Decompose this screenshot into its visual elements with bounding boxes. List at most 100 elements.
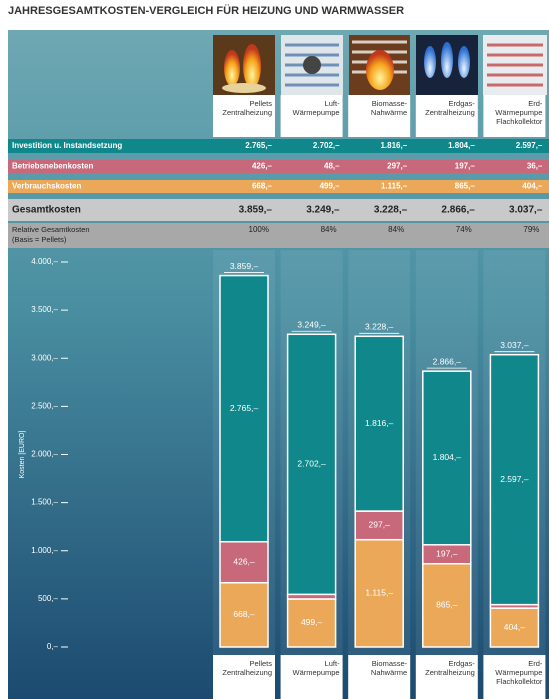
table-cell: 48,– <box>324 162 340 171</box>
y-tick-label: 3.000,– <box>31 353 58 362</box>
table-cell: 2.597,– <box>516 141 543 150</box>
table-cell: 668,– <box>252 182 273 191</box>
column-label: Luft- <box>325 99 341 108</box>
column-label: Flachkollektor <box>496 117 543 126</box>
table-cell: 499,– <box>320 182 341 191</box>
table-cell: 1.804,– <box>448 141 475 150</box>
y-tick-label: 1.000,– <box>31 546 58 555</box>
value-label: 1.804,– <box>433 452 462 462</box>
icon <box>366 50 394 90</box>
row-label: Investition u. Instandsetzung <box>12 141 122 150</box>
x-tick-label: Erdgas- <box>449 659 476 668</box>
column-header <box>348 95 411 137</box>
bar-segment <box>354 510 404 541</box>
y-tick-label: 2.500,– <box>31 401 58 410</box>
x-tick-label: Erd- <box>528 659 543 668</box>
table-cell: 84% <box>388 225 404 234</box>
table-cell: 36,– <box>527 162 543 171</box>
y-tick-label: 500,– <box>38 594 59 603</box>
column-label: Erdgas- <box>449 99 476 108</box>
row-label: Gesamtkosten <box>12 205 81 216</box>
value-label: 1.816,– <box>365 418 394 428</box>
table-cell: 3.859,– <box>239 205 273 216</box>
bar-segment <box>489 353 540 606</box>
icon <box>303 56 321 74</box>
value-label: 2.702,– <box>297 459 326 469</box>
value-label: 197,– <box>436 549 458 559</box>
y-tick-label: 3.500,– <box>31 305 58 314</box>
column-label: Pellets <box>249 99 272 108</box>
value-label: 426,– <box>233 556 255 566</box>
column-header <box>483 95 546 137</box>
table-row <box>8 199 549 221</box>
column-label: Erd- <box>528 99 543 108</box>
table-cell: 404,– <box>522 182 543 191</box>
x-tick-label: Wärmepumpe <box>292 668 339 677</box>
column-footer <box>483 655 546 699</box>
icon <box>424 46 436 78</box>
y-tick-label: 1.500,– <box>31 498 58 507</box>
value-label: 2.765,– <box>230 403 259 413</box>
column-label: Wärmepumpe <box>292 108 339 117</box>
icon <box>243 44 261 88</box>
value-label: 668,– <box>233 609 255 619</box>
bar-segment <box>422 370 472 546</box>
x-tick-label: Zentralheizung <box>425 668 475 677</box>
bar-segment <box>422 562 472 648</box>
y-tick-label: 2.000,– <box>31 450 58 459</box>
total-label: 3.249,– <box>297 320 326 330</box>
value-label: 1.115,– <box>365 588 393 598</box>
value-label: 865,– <box>436 600 458 610</box>
column-header <box>415 95 478 137</box>
table-cell: 1.816,– <box>380 141 407 150</box>
column-footer <box>280 655 343 699</box>
icons <box>213 35 547 95</box>
row-label: Verbrauchskosten <box>12 182 81 191</box>
total-label: 3.037,– <box>500 340 529 350</box>
bar-segment <box>219 581 269 648</box>
x-tick-label: Pellets <box>249 659 272 668</box>
value-label: 404,– <box>504 622 526 632</box>
row-label: (Basis = Pellets) <box>12 235 67 244</box>
icon <box>487 43 543 87</box>
total-label: 3.228,– <box>365 322 394 332</box>
bar-segment <box>354 335 404 512</box>
column-header <box>213 95 275 137</box>
table-row <box>8 139 549 153</box>
row-label: Betriebsnebenkosten <box>12 162 93 171</box>
table-cell: 2.765,– <box>245 141 272 150</box>
table-cell: 865,– <box>455 182 476 191</box>
table-cell: 1.115,– <box>381 182 408 191</box>
total-label: 2.866,– <box>433 356 462 366</box>
column-footer <box>348 655 411 699</box>
x-tick-label: Zentralheizung <box>222 668 272 677</box>
bar-segment <box>354 538 404 648</box>
y-tick-label: 4.000,– <box>31 257 58 266</box>
icon <box>224 50 240 86</box>
table-row <box>8 223 549 248</box>
y-tick-label: 0,– <box>47 642 59 651</box>
column-label: Biomasse- <box>372 99 408 108</box>
column-label: Zentralheizung <box>222 108 272 117</box>
bar-segment <box>286 333 337 596</box>
column-label: Nahwärme <box>371 108 407 117</box>
chart-title: JAHRESGESAMTKOSTEN-VERGLEICH FÜR HEIZUNG… <box>8 4 404 17</box>
total-label: 3.859,– <box>230 261 259 271</box>
table-cell: 197,– <box>455 162 476 171</box>
table-cell: 79% <box>523 225 539 234</box>
x-tick-label: Nahwärme <box>371 668 407 677</box>
row-label: Relative Gesamtkosten <box>12 225 90 234</box>
table-cell: 3.037,– <box>509 205 543 216</box>
column-label: Zentralheizung <box>425 108 475 117</box>
table-row <box>8 180 549 193</box>
y-axis-title: Kosten [EURO] <box>19 431 26 479</box>
table-cell: 3.228,– <box>374 205 408 216</box>
table-cell: 426,– <box>252 162 273 171</box>
table-cell: 3.249,– <box>306 205 340 216</box>
table-cell: 74% <box>456 225 472 234</box>
value-label: 2.597,– <box>500 474 529 484</box>
column-footer <box>213 655 275 699</box>
table-cell: 297,– <box>387 162 408 171</box>
value-label: 499,– <box>301 617 323 627</box>
